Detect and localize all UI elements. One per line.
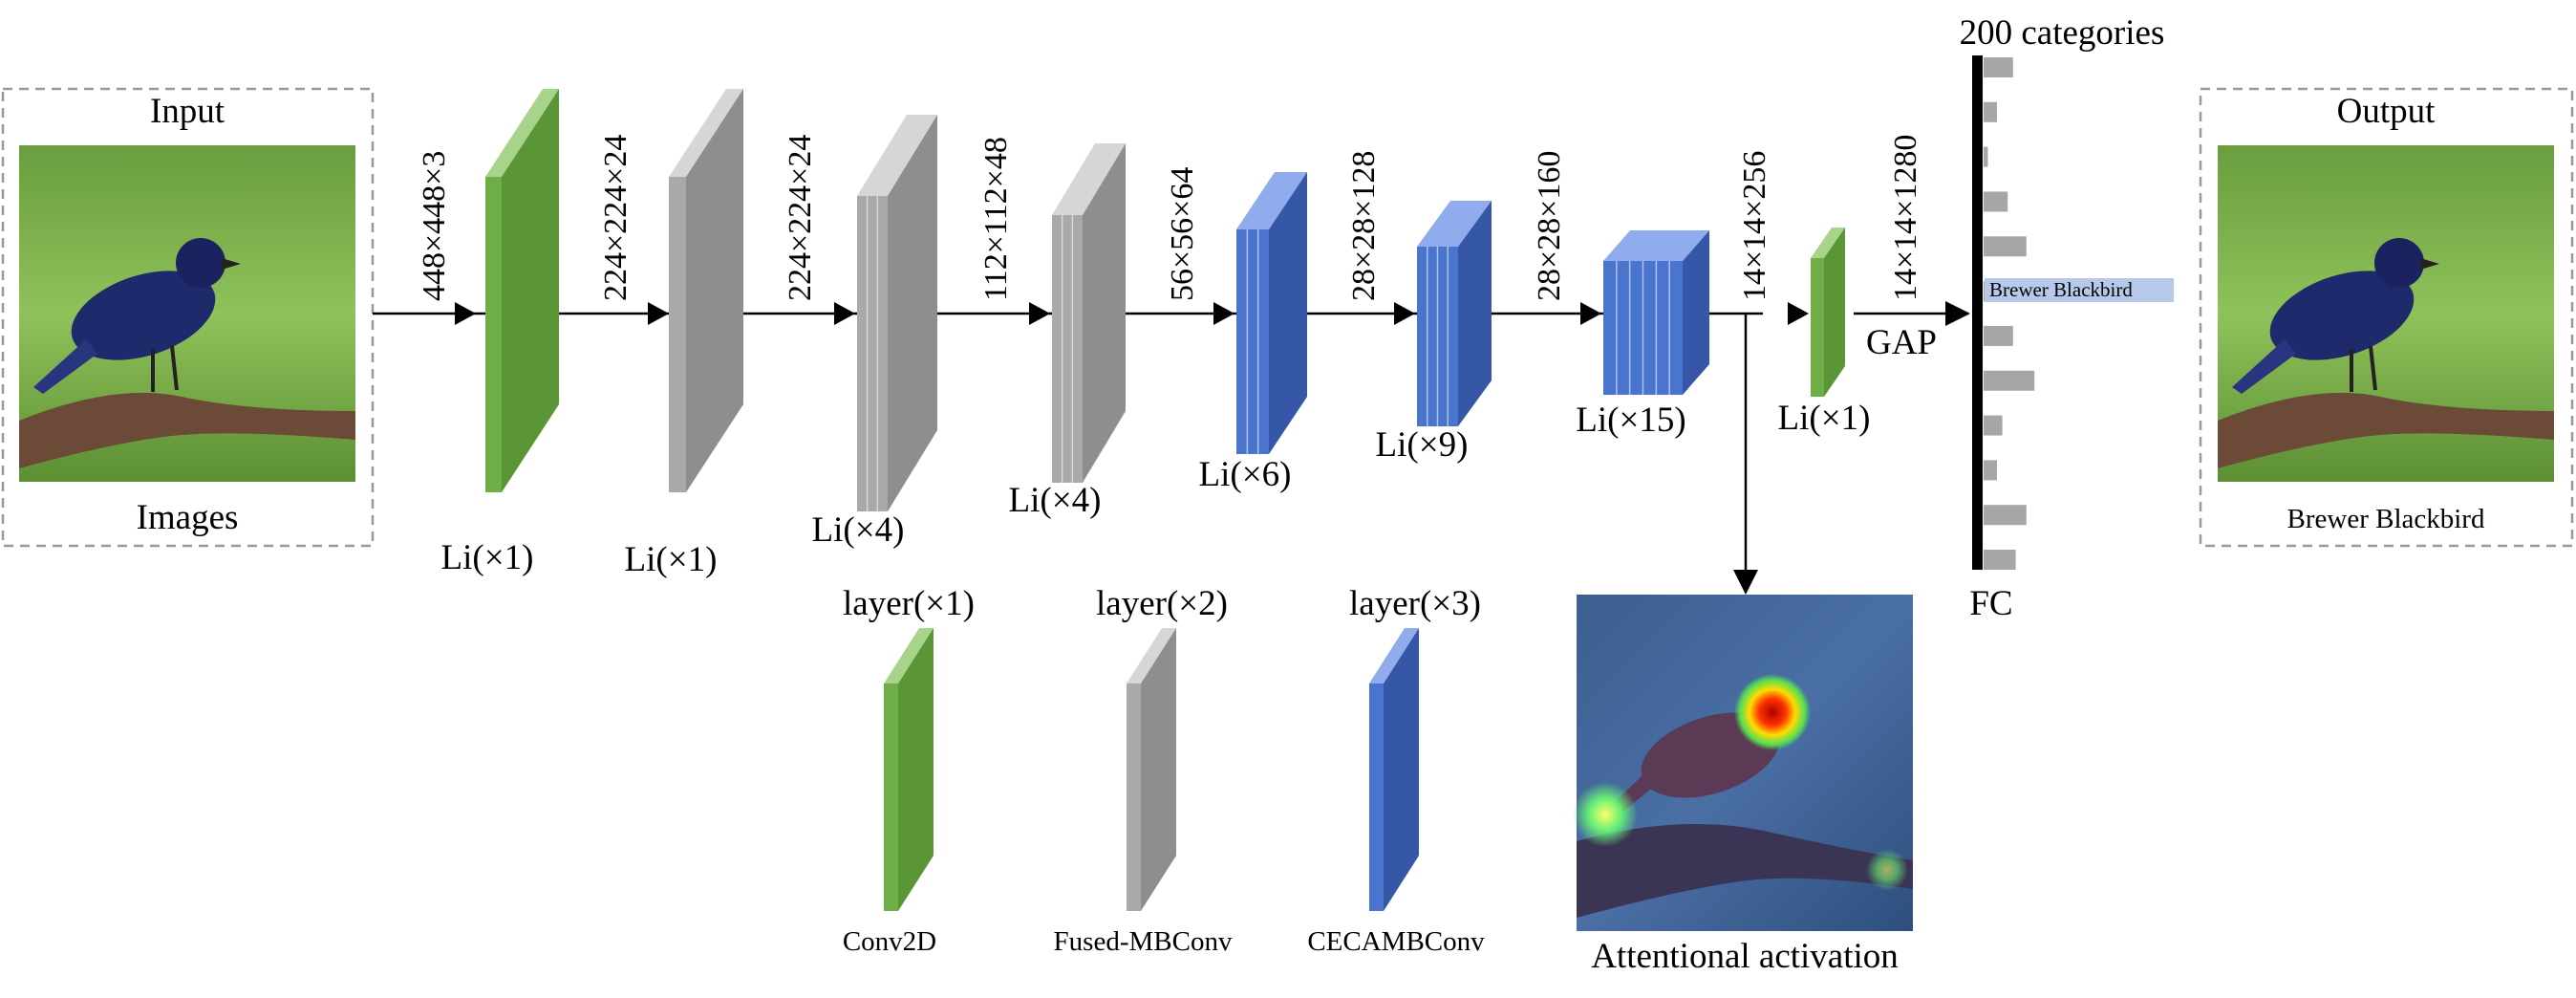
stage-1: 448×448×3 Li(×1)	[417, 89, 559, 577]
stage-7: 28×28×160 Li(×15)	[1532, 151, 1709, 440]
stage-dim-8: 14×14×256	[1737, 151, 1772, 301]
stage-layer: 448×448×3Li(×1)224×224×24Li(×1)224×224×2…	[417, 89, 1923, 579]
fc-label: FC	[1969, 584, 2012, 623]
stage-9: 14×14×1280	[1888, 135, 1923, 301]
legend-item-2: layer(×2) Fused-MBConv	[1054, 584, 1233, 957]
stage-block-8	[1811, 228, 1845, 397]
stage-arrowhead-2	[648, 302, 669, 325]
output-panel: Output Brewer Blackbird	[2199, 87, 2574, 548]
fc-bar-7	[1984, 325, 2013, 346]
stage-block-4	[1052, 143, 1126, 483]
stage-block-7	[1603, 230, 1709, 395]
fc-bar-3	[1984, 146, 1988, 167]
legend-name-1: Conv2D	[843, 926, 936, 957]
stage-dim-7: 28×28×160	[1532, 151, 1567, 301]
stage-dim-9: 14×14×1280	[1888, 135, 1923, 301]
stage-dim-6: 28×28×128	[1346, 151, 1382, 301]
fc-section: 200 categories Brewer Blackbird FC	[1960, 13, 2174, 623]
stage-arrowhead-4	[1029, 302, 1050, 325]
legend-block-3	[1369, 628, 1419, 911]
stage-arrowhead-1	[455, 302, 476, 325]
legend-block-1	[884, 628, 934, 911]
fc-bar-4	[1984, 191, 2008, 212]
stage-label-3: Li(×4)	[812, 510, 905, 550]
legend-item-3: layer(×3) CECAMBConv	[1307, 584, 1485, 957]
fc-bar-2	[1984, 101, 1997, 122]
stage-arrowhead-7	[1580, 302, 1601, 325]
output-title: Output	[2337, 92, 2436, 131]
fc-title: 200 categories	[1960, 13, 2165, 53]
legend-count-2: layer(×2)	[1096, 584, 1228, 623]
legend-name-2: Fused-MBConv	[1054, 926, 1233, 957]
fc-bar-11	[1984, 505, 2027, 526]
stage-dim-4: 112×112×48	[978, 137, 1014, 301]
stage-label-6: Li(×9)	[1376, 425, 1469, 465]
stage-label-4: Li(×4)	[1009, 481, 1102, 520]
stage-6: 28×28×128 Li(×9)	[1346, 151, 1492, 465]
output-caption: Brewer Blackbird	[2287, 504, 2485, 534]
stage-label-1: Li(×1)	[441, 538, 534, 577]
gap-section: GAP	[1866, 323, 1937, 362]
input-panel: Input Images	[1, 87, 375, 548]
stage-arrowhead-3	[834, 302, 855, 325]
fc-bar-9	[1984, 415, 2003, 436]
fc-axis	[1972, 55, 1983, 570]
stage-3: 224×224×24 Li(×4)	[783, 115, 937, 550]
fc-bar-10	[1984, 460, 1997, 481]
stage-dim-5: 56×56×64	[1165, 167, 1200, 301]
stage-block-5	[1236, 172, 1307, 454]
stage-8: 14×14×256 Li(×1)	[1737, 151, 1870, 438]
stage-label-2: Li(×1)	[625, 540, 718, 579]
input-caption: Images	[137, 498, 239, 537]
fc-highlight-band	[1985, 278, 2174, 302]
stage-block-3	[857, 115, 937, 511]
stage-dim-1: 448×448×3	[417, 151, 452, 301]
legend-block-2	[1127, 628, 1176, 911]
fc-bar-12	[1984, 550, 2016, 570]
stage-label-7: Li(×15)	[1576, 401, 1685, 440]
legend-item-1: layer(×1) Conv2D	[843, 584, 975, 957]
stage-label-8: Li(×1)	[1778, 399, 1871, 438]
stage-dim-2: 224×224×24	[598, 135, 633, 301]
stage-block-1	[485, 89, 559, 492]
stage-arrowhead-5	[1213, 302, 1234, 325]
fc-highlight-label: Brewer Blackbird	[1989, 278, 2133, 301]
fc-bar-8	[1984, 370, 2035, 391]
legend-name-3: CECAMBConv	[1307, 926, 1485, 957]
legend-count-3: layer(×3)	[1349, 584, 1481, 623]
stage-label-5: Li(×6)	[1199, 455, 1292, 494]
stage-block-6	[1417, 201, 1492, 426]
fc-bar-1	[1984, 57, 2013, 77]
stage-dim-3: 224×224×24	[783, 135, 818, 301]
fc-bar-5	[1984, 236, 2027, 257]
stage-block-2	[669, 89, 743, 492]
input-bird-image	[19, 145, 355, 482]
stage-2: 224×224×24 Li(×1)	[598, 89, 743, 579]
stage-arrowhead-8	[1788, 302, 1809, 325]
legend-count-1: layer(×1)	[843, 584, 975, 623]
attention-map: Attentional activation	[1573, 595, 1913, 976]
stage-5: 56×56×64 Li(×6)	[1165, 167, 1307, 494]
stage-arrowhead-6	[1394, 302, 1415, 325]
fc-bars	[1984, 57, 2035, 570]
legend: layer(×1)Conv2Dlayer(×2)Fused-MBConvlaye…	[843, 584, 1485, 957]
gap-label: GAP	[1866, 323, 1937, 362]
output-bird-image	[2218, 145, 2554, 482]
attention-caption: Attentional activation	[1591, 937, 1899, 976]
input-title: Input	[150, 92, 225, 131]
stage-4: 112×112×48 Li(×4)	[978, 137, 1126, 520]
